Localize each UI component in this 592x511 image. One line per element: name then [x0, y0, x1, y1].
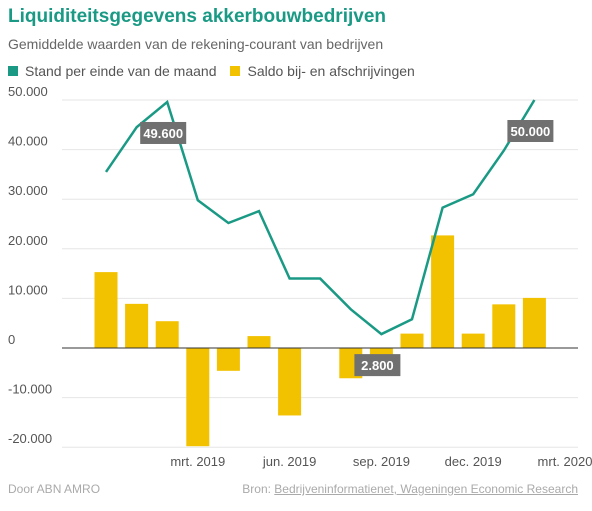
annotation-label: 2.800	[361, 358, 394, 373]
y-tick-label: 50.000	[8, 84, 48, 99]
annotation-label: 50.000	[511, 124, 551, 139]
x-tick-label: dec. 2019	[445, 454, 502, 469]
y-tick-label: -10.000	[8, 382, 52, 397]
annotation-box	[140, 121, 187, 144]
footer-source-prefix: Bron:	[242, 482, 275, 496]
legend-item-line[interactable]: Stand per einde van de maand	[8, 63, 216, 79]
bar	[492, 304, 516, 348]
chart-title: Liquiditeitsgegevens akkerbouwbedrijven	[8, 6, 386, 27]
x-tick-label: mrt. 2019	[170, 454, 225, 469]
bar	[155, 321, 179, 348]
x-tick-label: mrt. 2020	[538, 454, 592, 469]
bar	[400, 333, 424, 348]
footer-credit: Door ABN AMRO	[8, 482, 101, 496]
footer-source-link[interactable]: Bedrijveninformatienet, Wageningen Econo…	[274, 482, 578, 496]
x-tick-label: sep. 2019	[353, 454, 410, 469]
bar	[186, 348, 210, 447]
annotation-label: 49.600	[143, 126, 183, 141]
bar	[461, 333, 485, 348]
footer-source: Bron: Bedrijveninformatienet, Wageningen…	[242, 482, 578, 496]
legend-swatch-bar	[230, 66, 241, 76]
bar	[247, 336, 271, 348]
y-tick-label: -20.000	[8, 431, 52, 446]
annotation-box	[354, 354, 401, 377]
bar	[216, 348, 240, 371]
bar	[125, 303, 149, 348]
y-tick-label: 40.000	[8, 134, 48, 149]
x-tick-label: jun. 2019	[262, 454, 317, 469]
bar	[431, 235, 455, 348]
y-tick-label: 0	[8, 332, 15, 347]
legend-label-line: Stand per einde van de maand	[25, 63, 217, 79]
chart-subtitle: Gemiddelde waarden van de rekening-coura…	[8, 36, 384, 52]
bar	[94, 272, 118, 348]
y-tick-label: 10.000	[8, 282, 48, 297]
legend: Stand per einde van de maand Saldo bij- …	[8, 63, 429, 79]
annotation-box	[507, 120, 554, 142]
legend-label-bar: Saldo bij- en afschrijvingen	[247, 63, 415, 79]
y-tick-label: 30.000	[8, 183, 48, 198]
legend-item-bar[interactable]: Saldo bij- en afschrijvingen	[230, 63, 415, 79]
y-tick-label: 20.000	[8, 233, 48, 248]
bar	[522, 297, 546, 348]
legend-swatch-line	[8, 66, 18, 76]
bar	[278, 348, 302, 416]
